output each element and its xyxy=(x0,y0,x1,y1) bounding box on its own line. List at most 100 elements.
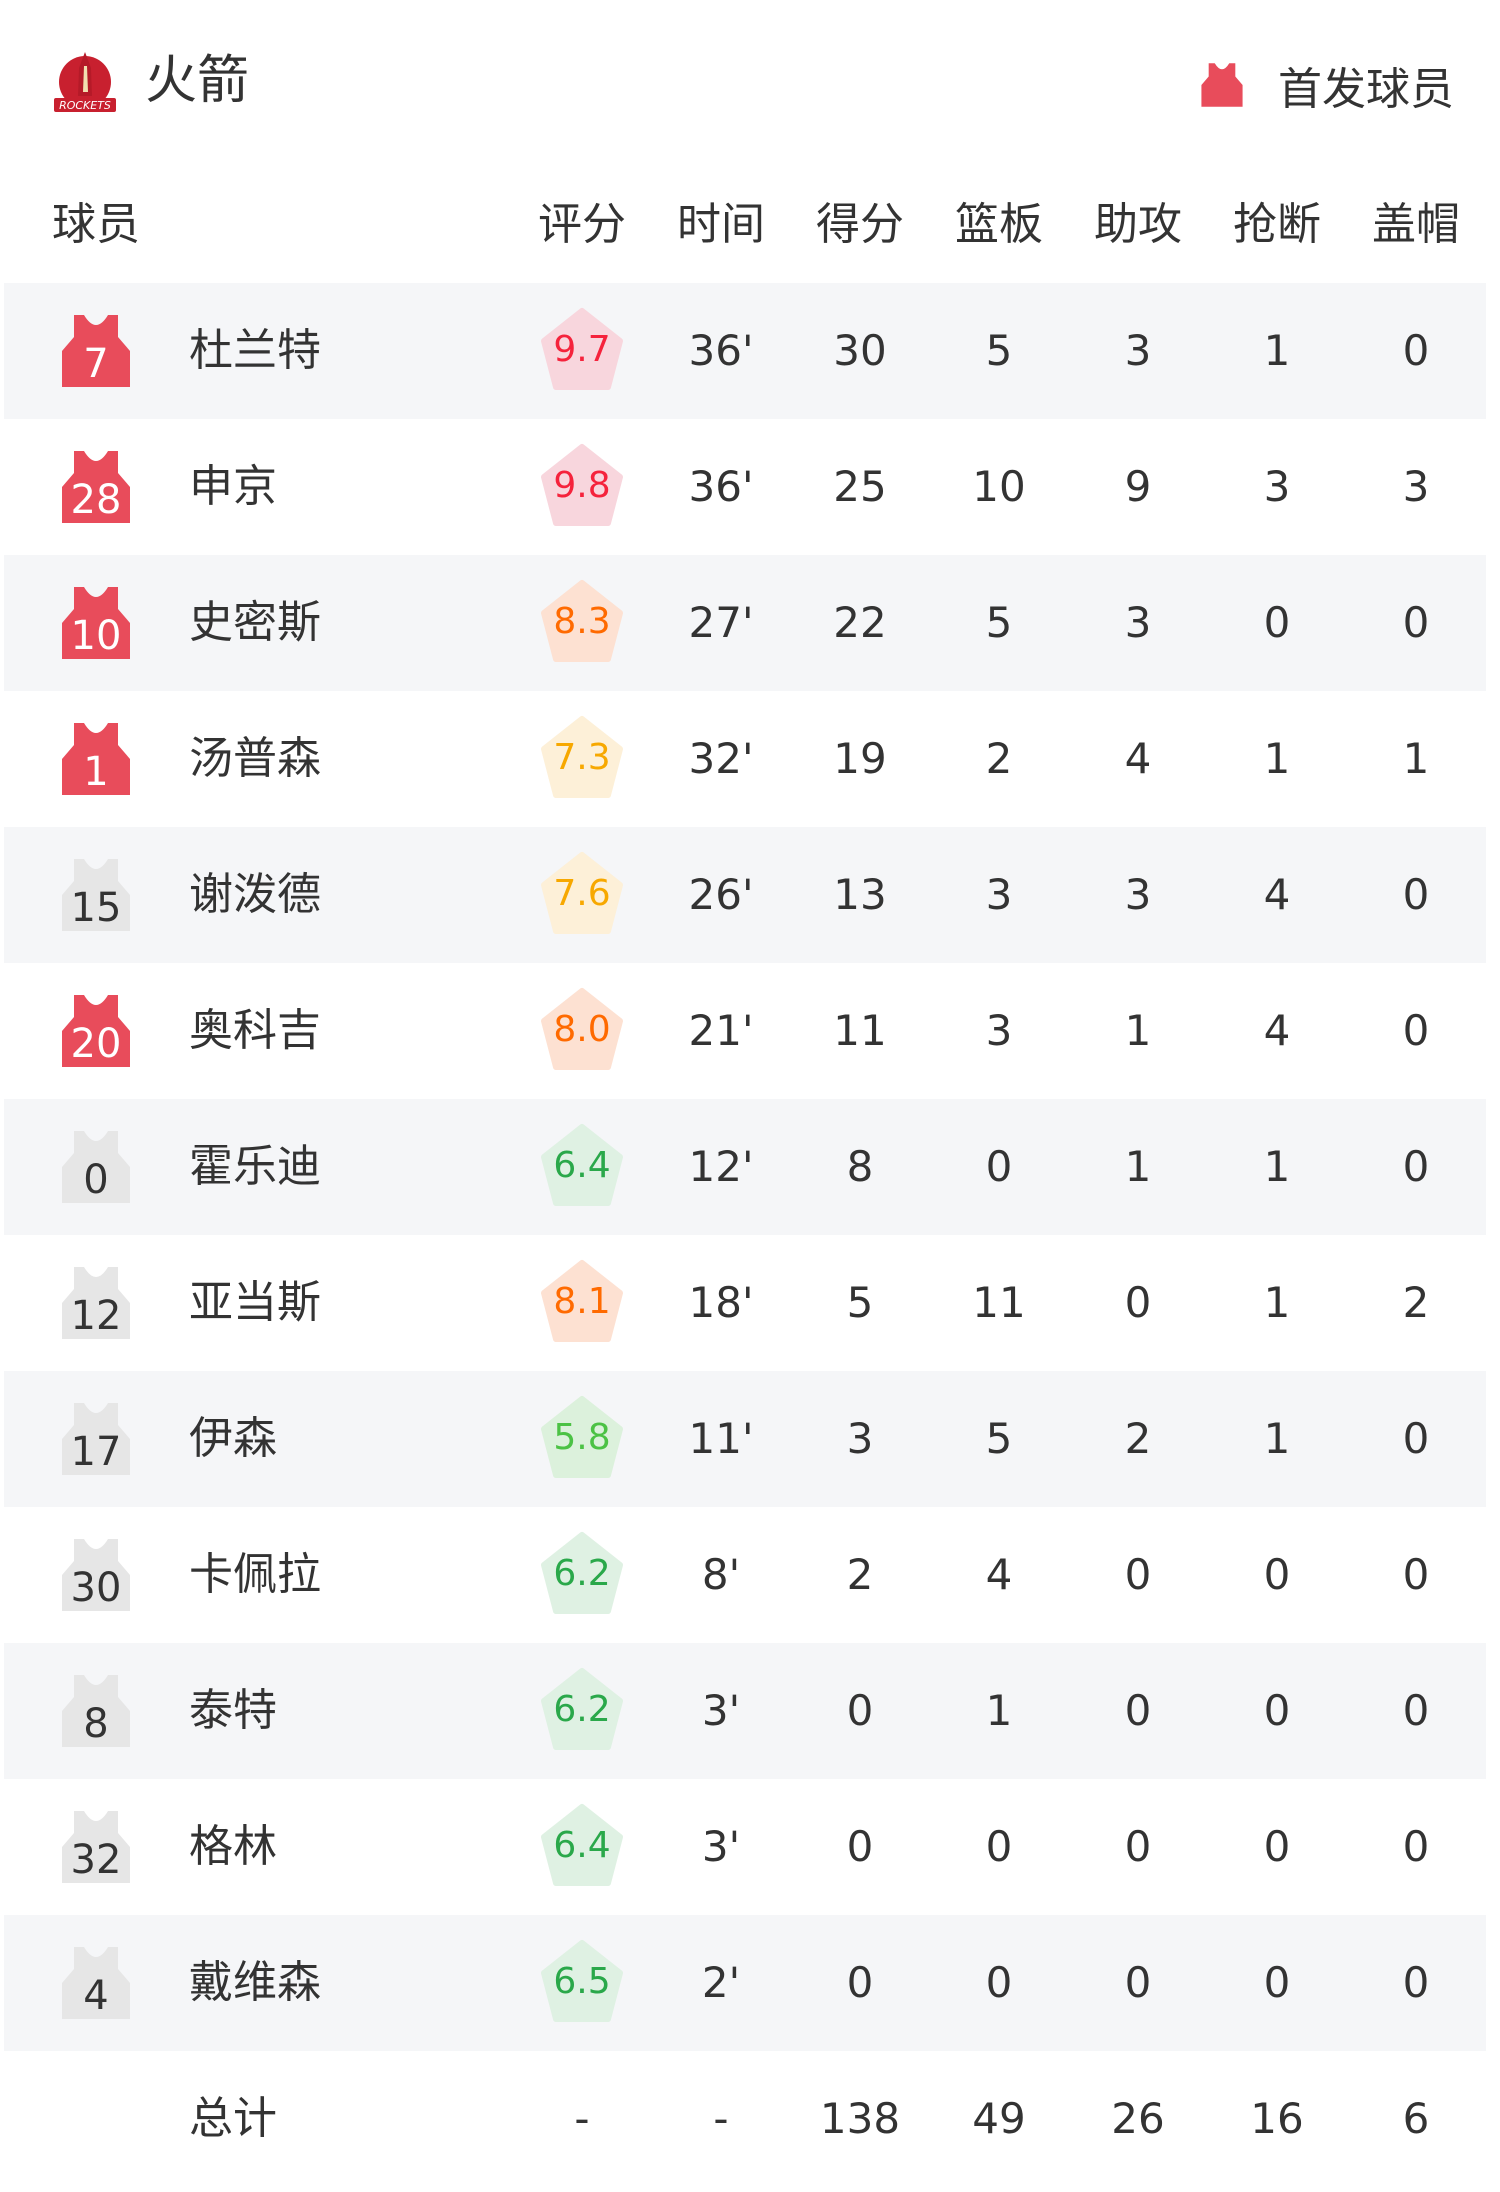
jersey-icon: 7 xyxy=(60,313,132,389)
player-name[interactable]: 伊森 xyxy=(189,1413,277,1464)
stat-steals: 0 xyxy=(1263,1822,1291,1871)
rating-value: 8.3 xyxy=(553,601,611,642)
table-row[interactable]: 1 汤普森 7.3 32' 19 2 4 1 1 xyxy=(4,691,1486,827)
rating-badge: 8.1 xyxy=(540,1259,624,1343)
jersey-number: 10 xyxy=(70,613,122,659)
stat-assists: 1 xyxy=(1124,1142,1152,1191)
stat-assists: 1 xyxy=(1124,1006,1152,1055)
jersey-icon: 4 xyxy=(60,1945,132,2021)
table-row[interactable]: 4 戴维森 6.5 2' 0 0 0 0 0 xyxy=(4,1915,1486,2051)
stat-rebounds: 3 xyxy=(985,870,1013,919)
stat-points: 13 xyxy=(833,870,887,919)
table-row[interactable]: 20 奥科吉 8.0 21' 11 3 1 4 0 xyxy=(4,963,1486,1099)
rating-badge: 6.5 xyxy=(540,1939,624,2023)
legend-label: 首发球员 xyxy=(1278,64,1454,115)
col-points[interactable]: 得分 xyxy=(816,199,904,250)
jersey-icon: 30 xyxy=(60,1537,132,1613)
table-row[interactable]: 32 格林 6.4 3' 0 0 0 0 0 xyxy=(4,1779,1486,1915)
col-rebounds[interactable]: 篮板 xyxy=(955,199,1043,250)
table-row[interactable]: 8 泰特 6.2 3' 0 1 0 0 0 xyxy=(4,1643,1486,1779)
table-row[interactable]: 7 杜兰特 9.7 36' 30 5 3 1 0 xyxy=(4,283,1486,419)
totals-rebounds: 49 xyxy=(972,2094,1026,2143)
col-time[interactable]: 时间 xyxy=(677,199,765,250)
jersey-number: 0 xyxy=(83,1157,109,1203)
player-name[interactable]: 卡佩拉 xyxy=(189,1549,321,1600)
player-name[interactable]: 奥科吉 xyxy=(189,1005,321,1056)
jersey-number: 1 xyxy=(83,749,109,795)
totals-time: - xyxy=(713,2094,729,2143)
table-row[interactable]: 28 申京 9.8 36' 25 10 9 3 3 xyxy=(4,419,1486,555)
stat-time: 18' xyxy=(688,1278,754,1327)
table-row[interactable]: 15 谢泼德 7.6 26' 13 3 3 4 0 xyxy=(4,827,1486,963)
col-blocks[interactable]: 盖帽 xyxy=(1372,199,1460,250)
player-name[interactable]: 谢泼德 xyxy=(189,869,321,920)
table-row[interactable]: 12 亚当斯 8.1 18' 5 11 0 1 2 xyxy=(4,1235,1486,1371)
player-name[interactable]: 申京 xyxy=(189,461,277,512)
stat-rebounds: 5 xyxy=(985,598,1013,647)
player-name[interactable]: 戴维森 xyxy=(189,1957,321,2008)
player-name[interactable]: 杜兰特 xyxy=(189,325,321,376)
table-row[interactable]: 0 霍乐迪 6.4 12' 8 0 1 1 0 xyxy=(4,1099,1486,1235)
stat-blocks: 0 xyxy=(1402,1006,1430,1055)
rating-value: 6.2 xyxy=(553,1553,611,1594)
stat-assists: 3 xyxy=(1124,326,1152,375)
rating-badge: 8.0 xyxy=(540,987,624,1071)
stat-rebounds: 0 xyxy=(985,1822,1013,1871)
stat-points: 19 xyxy=(833,734,887,783)
player-name[interactable]: 亚当斯 xyxy=(189,1277,321,1328)
rating-badge: 6.4 xyxy=(540,1803,624,1887)
stat-steals: 0 xyxy=(1263,1550,1291,1599)
col-assists[interactable]: 助攻 xyxy=(1094,199,1182,250)
stat-time: 11' xyxy=(688,1414,754,1463)
col-player: 球员 xyxy=(52,199,140,250)
col-steals[interactable]: 抢断 xyxy=(1233,199,1321,250)
player-name[interactable]: 泰特 xyxy=(189,1685,277,1736)
team-header: ROCKETS 火箭 首发球员 xyxy=(0,0,1500,160)
totals-row: 总计 - - 138 49 26 16 6 xyxy=(4,2051,1486,2187)
player-name[interactable]: 霍乐迪 xyxy=(189,1141,321,1192)
stat-blocks: 1 xyxy=(1402,734,1430,783)
stat-steals: 1 xyxy=(1263,1414,1291,1463)
stat-assists: 4 xyxy=(1124,734,1152,783)
stat-blocks: 0 xyxy=(1402,1550,1430,1599)
stat-blocks: 3 xyxy=(1402,462,1430,511)
stat-time: 8' xyxy=(701,1550,741,1599)
stat-assists: 2 xyxy=(1124,1414,1152,1463)
stat-rebounds: 5 xyxy=(985,1414,1013,1463)
team-name: 火箭 xyxy=(145,51,250,111)
jersey-number: 8 xyxy=(83,1701,109,1747)
totals-label: 总计 xyxy=(189,2093,277,2144)
rating-value: 7.6 xyxy=(553,873,611,914)
rating-value: 8.0 xyxy=(553,1009,611,1050)
player-name[interactable]: 史密斯 xyxy=(189,597,321,648)
stat-time: 27' xyxy=(688,598,754,647)
table-row[interactable]: 10 史密斯 8.3 27' 22 5 3 0 0 xyxy=(4,555,1486,691)
rating-value: 6.4 xyxy=(553,1145,611,1186)
table-row[interactable]: 17 伊森 5.8 11' 3 5 2 1 0 xyxy=(4,1371,1486,1507)
rating-badge: 7.3 xyxy=(540,715,624,799)
player-name[interactable]: 汤普森 xyxy=(189,733,321,784)
stat-rebounds: 11 xyxy=(972,1278,1026,1327)
player-name[interactable]: 格林 xyxy=(189,1821,277,1872)
stat-steals: 1 xyxy=(1263,1278,1291,1327)
table-row[interactable]: 30 卡佩拉 6.2 8' 2 4 0 0 0 xyxy=(4,1507,1486,1643)
stat-assists: 0 xyxy=(1124,1278,1152,1327)
stat-points: 2 xyxy=(846,1550,874,1599)
rating-value: 6.5 xyxy=(553,1961,611,2002)
jersey-icon: 28 xyxy=(60,449,132,525)
stat-assists: 0 xyxy=(1124,1686,1152,1735)
col-rating[interactable]: 评分 xyxy=(538,199,626,250)
stat-rebounds: 2 xyxy=(985,734,1013,783)
stat-time: 12' xyxy=(688,1142,754,1191)
stat-time: 32' xyxy=(688,734,754,783)
stat-time: 2' xyxy=(701,1958,741,2007)
jersey-icon: 20 xyxy=(60,993,132,1069)
rockets-logo: ROCKETS xyxy=(50,48,120,118)
jersey-icon: 15 xyxy=(60,857,132,933)
jersey-icon: 12 xyxy=(60,1265,132,1341)
stat-assists: 3 xyxy=(1124,870,1152,919)
jersey-number: 20 xyxy=(70,1021,122,1067)
totals-assists: 26 xyxy=(1111,2094,1165,2143)
stat-steals: 0 xyxy=(1263,1686,1291,1735)
stat-blocks: 0 xyxy=(1402,1142,1430,1191)
